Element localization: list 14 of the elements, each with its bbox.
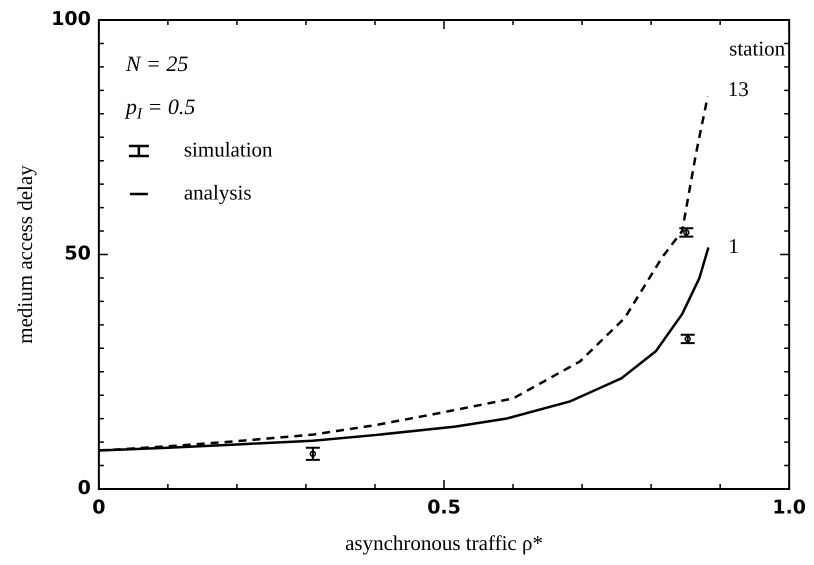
y-axis-title: medium access delay [13,164,38,344]
y-tick-label: 50 [64,242,91,264]
annotation: 1 [728,234,739,258]
x-axis-title: asynchronous traffic ρ* [345,530,543,555]
legend-label: simulation [184,138,274,162]
y-tick-label: 100 [51,8,91,30]
x-tick-label: 1.0 [772,496,806,518]
y-tick-label: 0 [78,476,91,499]
x-tick-label: 0.5 [427,496,461,518]
x-tick-label: 0 [92,496,106,518]
annotation: N = 25 [124,50,188,76]
legend-label: analysis [184,180,252,205]
annotation: station [729,36,786,61]
annotation: 13 [728,76,749,101]
